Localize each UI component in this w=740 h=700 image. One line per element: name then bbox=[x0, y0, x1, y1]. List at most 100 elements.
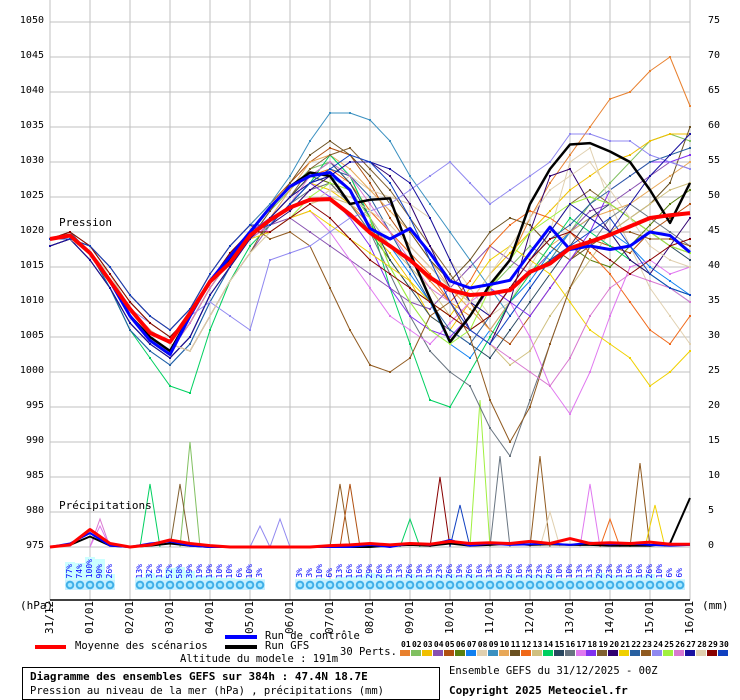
precip-type-icon bbox=[335, 579, 345, 590]
member-14-point bbox=[249, 245, 251, 247]
precip-probability: 16% bbox=[345, 564, 355, 590]
member-precip-peak bbox=[539, 510, 561, 548]
member-28-point bbox=[549, 189, 551, 191]
precip-probability: 10% bbox=[225, 564, 235, 590]
x-tick-date: 09/01 bbox=[403, 600, 416, 634]
member-03-point bbox=[589, 175, 591, 177]
member-24-point bbox=[269, 259, 271, 261]
member-21-point bbox=[669, 371, 671, 373]
member-27-point bbox=[609, 231, 611, 233]
member-30-point bbox=[309, 182, 311, 184]
member-27-point bbox=[349, 161, 351, 163]
member-precip-peak bbox=[529, 455, 551, 548]
member-27-point bbox=[109, 287, 111, 289]
member-26-point bbox=[329, 161, 331, 163]
member-21-point bbox=[409, 280, 411, 282]
member-27-point bbox=[149, 343, 151, 345]
member-13-point bbox=[509, 364, 511, 366]
member-14-point bbox=[549, 245, 551, 247]
member-precip-peak bbox=[469, 399, 491, 548]
probability-value: 19% bbox=[615, 563, 624, 578]
member-19-point bbox=[349, 147, 351, 149]
member-30-point bbox=[569, 245, 571, 247]
member-23-point bbox=[409, 357, 411, 359]
x-tick-date: 15/01 bbox=[643, 600, 656, 634]
probability-value: 19% bbox=[195, 563, 204, 578]
member-27-point bbox=[249, 238, 251, 240]
member-16-point bbox=[509, 455, 511, 457]
member-27-point bbox=[49, 245, 51, 247]
member-24-point bbox=[329, 231, 331, 233]
member-17-point bbox=[349, 259, 351, 261]
member-legend-label: 06 bbox=[455, 640, 466, 649]
precip-probability: 26% bbox=[445, 564, 455, 590]
precip-type-icon bbox=[605, 579, 615, 590]
member-legend-label: 23 bbox=[642, 640, 652, 649]
member-24-point bbox=[209, 301, 211, 303]
member-legend-swatch bbox=[432, 650, 443, 656]
member-08-point bbox=[529, 266, 531, 268]
member-legend-swatch bbox=[608, 650, 619, 656]
precip-probability: 13% bbox=[485, 564, 495, 590]
y-tick-left: 1040 bbox=[19, 85, 44, 96]
precip-probability: 13% bbox=[395, 564, 405, 590]
member-11-point bbox=[509, 217, 511, 219]
precip-probability: 74% bbox=[75, 562, 85, 590]
probability-value: 10% bbox=[655, 563, 664, 578]
member-06-point bbox=[689, 189, 691, 191]
member-01-point bbox=[369, 224, 371, 226]
member-28-point bbox=[629, 217, 631, 219]
legend-gfs-label: Run GFS bbox=[265, 640, 310, 652]
member-21-point bbox=[609, 343, 611, 345]
member-precip-peak bbox=[449, 504, 471, 548]
member-30-point bbox=[489, 343, 491, 345]
member-14-point bbox=[609, 245, 611, 247]
member-12-point bbox=[609, 273, 611, 275]
x-tick-date: 08/01 bbox=[363, 600, 376, 634]
member-21-point bbox=[589, 329, 591, 331]
member-11-point bbox=[269, 210, 271, 212]
y-tick-right: 65 bbox=[708, 85, 721, 96]
member-legend-label: 22 bbox=[631, 640, 641, 649]
member-22-point bbox=[149, 350, 151, 352]
member-11-point bbox=[469, 259, 471, 261]
member-24-point bbox=[389, 203, 391, 205]
member-23-point bbox=[549, 343, 551, 345]
member-11-point bbox=[529, 224, 531, 226]
member-legend-swatch bbox=[575, 650, 586, 656]
member-22-point bbox=[409, 266, 411, 268]
precip-probability: 19% bbox=[425, 564, 435, 590]
member-29-point bbox=[629, 273, 631, 275]
member-14-point bbox=[169, 385, 171, 387]
member-30-point bbox=[389, 182, 391, 184]
member-27-point bbox=[649, 175, 651, 177]
probability-value: 26% bbox=[405, 563, 414, 578]
member-legend-swatch bbox=[685, 650, 696, 656]
member-01-point bbox=[569, 154, 571, 156]
member-10-point bbox=[469, 308, 471, 310]
member-15-point bbox=[689, 259, 691, 261]
precip-probability: 26% bbox=[405, 564, 415, 590]
member-08-point bbox=[589, 147, 591, 149]
member-05-point bbox=[509, 343, 511, 345]
probability-value: 10% bbox=[245, 563, 254, 578]
member-legend-swatch bbox=[641, 650, 652, 656]
y-tick-left: 1005 bbox=[19, 330, 44, 341]
member-29-point bbox=[69, 231, 71, 233]
member-28-point bbox=[189, 350, 191, 352]
member-28-point bbox=[589, 161, 591, 163]
member-30-point bbox=[369, 161, 371, 163]
precip-type-icon bbox=[385, 579, 395, 590]
probability-value: 23% bbox=[525, 563, 534, 578]
member-30-point bbox=[209, 273, 211, 275]
member-30-point bbox=[129, 294, 131, 296]
member-precip-peak bbox=[599, 517, 621, 548]
member-05-point bbox=[369, 182, 371, 184]
member-legend-label: 15 bbox=[554, 640, 565, 649]
member-legend-swatch bbox=[707, 650, 718, 656]
member-21-point bbox=[329, 224, 331, 226]
member-legend-label: 30 bbox=[719, 640, 729, 649]
member-28-point bbox=[329, 189, 331, 191]
member-29-point bbox=[129, 301, 131, 303]
member-26-point bbox=[369, 203, 371, 205]
